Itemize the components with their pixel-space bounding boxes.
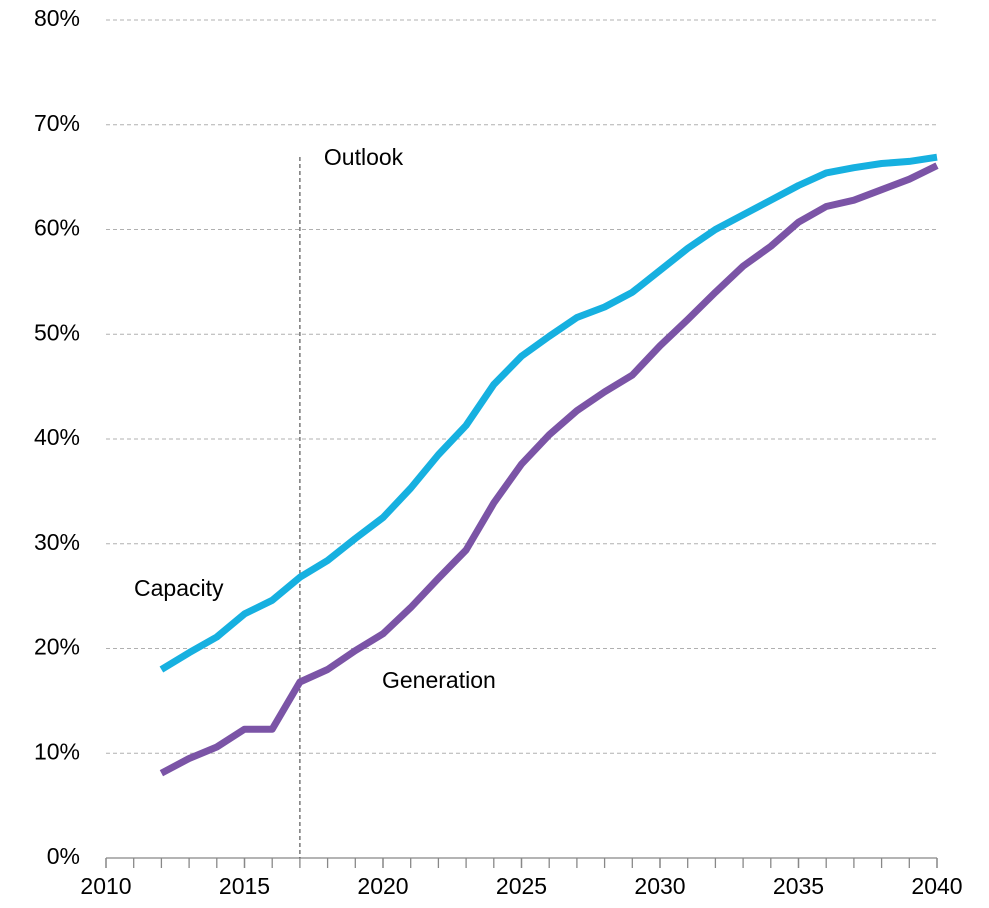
annotation: Outlook (324, 144, 404, 170)
y-tick-label: 40% (34, 424, 80, 450)
y-tick-label: 10% (34, 738, 80, 764)
y-tick-label: 50% (34, 319, 80, 345)
y-tick-label: 30% (34, 529, 80, 555)
x-tick-label: 2025 (496, 873, 547, 899)
x-tick-label: 2030 (634, 873, 685, 899)
y-tick-label: 70% (34, 110, 80, 136)
series-line (159, 153, 938, 673)
y-tick-label: 20% (34, 634, 80, 660)
series-line (159, 162, 939, 777)
x-tick-label: 2035 (773, 873, 824, 899)
series-label: Capacity (134, 575, 224, 601)
x-tick-label: 2020 (357, 873, 408, 899)
x-tick-label: 2010 (80, 873, 131, 899)
y-tick-label: 60% (34, 215, 80, 241)
x-tick-label: 2040 (911, 873, 962, 899)
y-tick-label: 80% (34, 5, 80, 31)
series-label: Generation (382, 667, 496, 693)
y-tick-label: 0% (47, 843, 80, 869)
x-tick-label: 2015 (219, 873, 270, 899)
